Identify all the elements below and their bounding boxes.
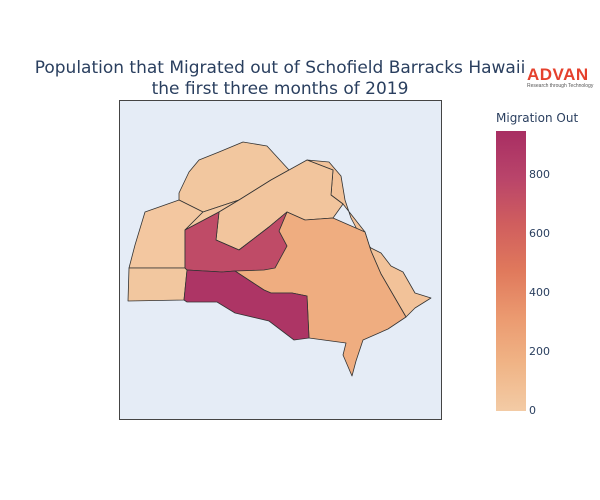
map-region-r5[interactable] (127, 267, 188, 302)
logo-wordmark: ADVAN (527, 65, 589, 84)
logo-tagline: Research through Technology (527, 83, 594, 89)
colorbar-tick-label: 400 (529, 286, 550, 300)
chart-title-line-1: Population that Migrated out of Schofiel… (34, 58, 526, 78)
colorbar-tick-label: 800 (529, 168, 550, 182)
chart-title-line-2: the first three months of 2019 (151, 79, 409, 99)
color-scale-gradient (496, 131, 526, 411)
map-region-r7[interactable] (183, 269, 310, 341)
colorbar-tick-label: 0 (529, 404, 536, 417)
chart-title: Population that Migrated out of Schofiel… (0, 58, 560, 100)
color-scale-bar (496, 131, 526, 411)
advan-logo: ADVAN Research through Technology (527, 66, 597, 89)
map-region-r10[interactable] (306, 159, 432, 318)
colorbar-tick-label: 200 (529, 345, 550, 359)
choropleth-map[interactable] (119, 100, 442, 420)
legend-title: Migration Out (496, 111, 579, 125)
colorbar-tick-label: 600 (529, 227, 550, 241)
